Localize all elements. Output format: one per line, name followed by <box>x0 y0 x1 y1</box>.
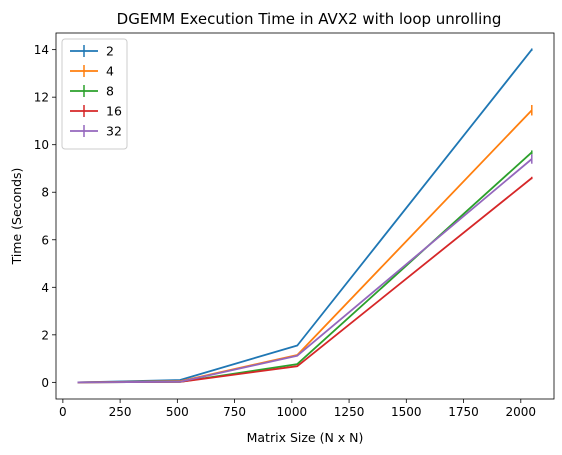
legend-box <box>61 38 128 150</box>
x-tick-label: 1500 <box>391 405 422 419</box>
legend-label: 32 <box>106 124 122 139</box>
y-tick-label: 12 <box>34 91 49 105</box>
x-tick-label: 1000 <box>277 405 308 419</box>
y-tick-label: 0 <box>41 376 49 390</box>
legend-label: 16 <box>106 104 122 119</box>
x-tick-label: 250 <box>109 405 132 419</box>
plot-area <box>55 32 555 400</box>
series-layer <box>77 48 533 384</box>
x-tick-label: 500 <box>166 405 189 419</box>
legend-label: 8 <box>106 84 114 99</box>
chart-title: DGEMM Execution Time in AVX2 with loop u… <box>117 10 502 28</box>
y-tick-label: 8 <box>41 186 49 200</box>
x-tick-label: 0 <box>59 405 67 419</box>
x-axis-label: Matrix Size (N x N) <box>247 430 364 445</box>
legend-label: 2 <box>106 44 114 59</box>
y-tick-label: 6 <box>41 233 49 247</box>
series-line-32 <box>77 158 533 384</box>
y-tick-label: 14 <box>34 43 49 57</box>
legend: 2 4 8 16 32 <box>61 38 128 150</box>
y-tick-label: 4 <box>41 281 49 295</box>
x-tick-label: 750 <box>223 405 246 419</box>
x-tick-label: 2000 <box>506 405 537 419</box>
x-tick-label: 1750 <box>448 405 479 419</box>
y-tick-label: 2 <box>41 328 49 342</box>
y-axis: 0 2 4 6 8 10 12 14 <box>34 43 56 390</box>
x-tick-label: 1250 <box>334 405 365 419</box>
y-axis-label: Time (Seconds) <box>9 168 24 266</box>
legend-label: 4 <box>106 64 114 79</box>
x-axis: 0 250 500 750 1000 1250 1500 1750 2000 <box>59 399 536 419</box>
y-tick-label: 10 <box>34 138 49 152</box>
